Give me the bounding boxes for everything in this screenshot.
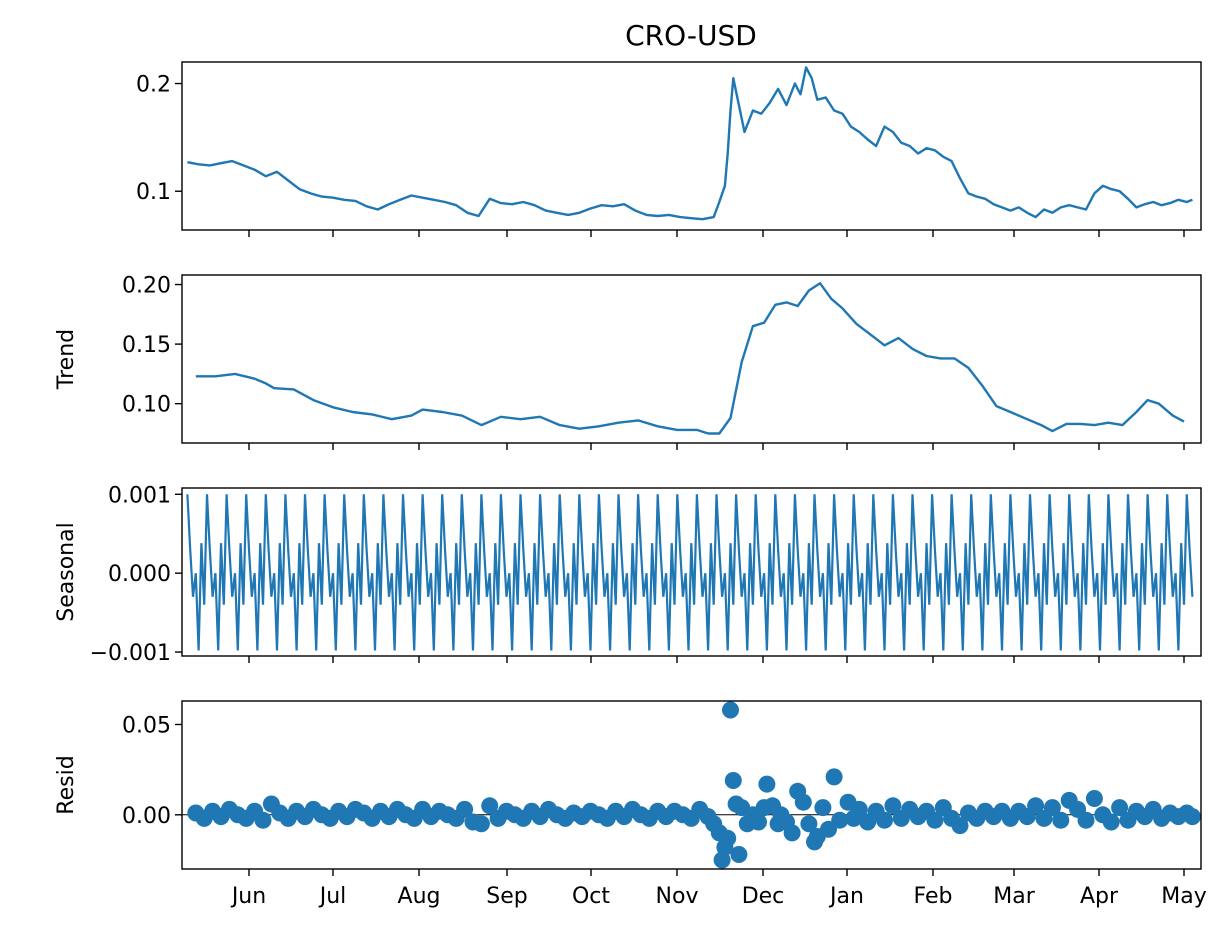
resid-point: [884, 797, 902, 815]
resid-point: [1077, 811, 1095, 829]
resid-point: [758, 775, 776, 793]
x-tick-label: Mar: [993, 884, 1035, 909]
x-tick-label: Sep: [486, 884, 527, 909]
resid-point: [800, 815, 818, 833]
x-tick-label: Jan: [828, 884, 864, 909]
x-tick-label: Nov: [656, 884, 699, 909]
resid-panel-frame: [181, 700, 1202, 870]
observed-y-tick-label: 0.1: [136, 180, 171, 205]
resid-ylabel: Resid: [54, 755, 79, 814]
x-tick-label: Jun: [230, 884, 266, 909]
x-tick-label: Aug: [398, 884, 441, 909]
resid-point: [926, 811, 944, 829]
x-tick-label: May: [1161, 884, 1206, 909]
trend-panel-frame: [181, 274, 1202, 444]
resid-y-tick-label: 0.00: [122, 804, 171, 829]
trend-series-line: [195, 282, 1185, 435]
resid-point: [1111, 799, 1129, 817]
resid-point: [1085, 790, 1103, 807]
resid-point: [825, 768, 843, 786]
resid-point: [783, 824, 801, 842]
observed-panel-frame: [181, 61, 1202, 231]
trend-y-tick-label: 0.15: [122, 333, 171, 358]
seasonal-y-tick-label: 0.001: [108, 483, 171, 508]
observed-series-line: [187, 66, 1193, 221]
seasonal-panel-frame: [181, 487, 1202, 657]
resid-point: [794, 793, 812, 811]
resid-point: [722, 701, 739, 719]
trend-y-tick-label: 0.10: [122, 393, 171, 418]
resid-point: [481, 797, 499, 815]
resid-point: [831, 811, 849, 829]
x-tick-label: Feb: [914, 884, 953, 909]
seasonal-ylabel: Seasonal: [54, 522, 79, 621]
resid-point: [1102, 813, 1120, 831]
resid-point: [750, 813, 767, 831]
resid-y-tick-label: 0.05: [122, 713, 171, 738]
observed-y-tick-label: 0.2: [136, 73, 171, 98]
seasonal-y-tick-label: −0.001: [90, 641, 171, 666]
resid-point: [456, 800, 474, 818]
x-tick-label: Jul: [318, 884, 347, 909]
resid-point: [951, 817, 969, 835]
resid-point: [713, 851, 731, 869]
resid-point: [1027, 797, 1045, 815]
seasonal-series-line: [186, 494, 1194, 651]
resid-point: [1052, 811, 1070, 829]
resid-point: [850, 800, 868, 818]
trend-ylabel: Trend: [54, 329, 79, 390]
x-tick-label: Apr: [1080, 884, 1119, 909]
resid-point: [724, 772, 742, 789]
resid-point: [719, 829, 737, 847]
resid-point: [876, 811, 893, 829]
resid-point: [730, 846, 748, 863]
chart-title: CRO-USD: [625, 19, 757, 52]
x-tick-label: Oct: [572, 884, 610, 909]
resid-point: [254, 811, 272, 829]
x-tick-label: Dec: [742, 884, 785, 909]
resid-point: [1183, 808, 1201, 826]
seasonal-y-tick-label: 0.000: [108, 562, 171, 587]
resid-point: [472, 815, 490, 833]
trend-y-tick-label: 0.20: [122, 274, 171, 299]
resid-point: [814, 799, 832, 817]
resid-point: [1043, 799, 1061, 817]
